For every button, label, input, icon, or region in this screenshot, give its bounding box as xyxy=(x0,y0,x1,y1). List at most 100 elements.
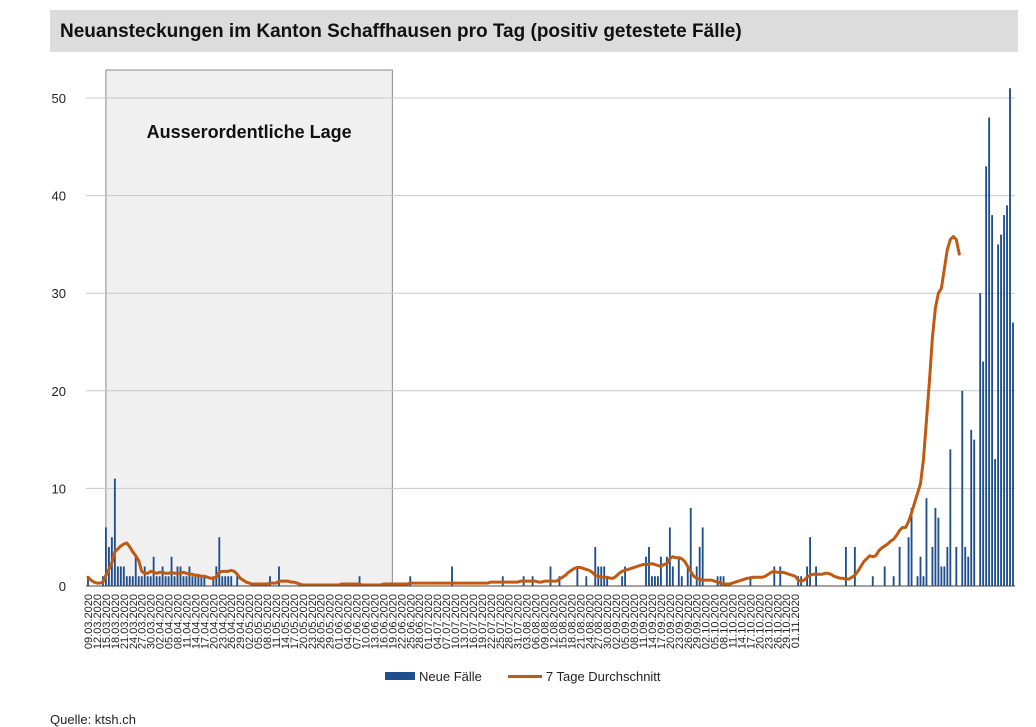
bar xyxy=(624,566,627,586)
x-tick-label: 08.10.2020 xyxy=(719,594,731,649)
bar xyxy=(116,566,119,586)
bar xyxy=(122,566,125,586)
y-tick-label: 30 xyxy=(52,286,66,301)
bar xyxy=(212,576,215,586)
bar xyxy=(1006,205,1008,587)
bar xyxy=(979,293,982,586)
legend-swatch-line xyxy=(507,674,542,678)
bar xyxy=(946,546,949,586)
bar xyxy=(143,566,146,586)
bar xyxy=(119,566,122,586)
x-tick-label: 07.06.2020 xyxy=(352,594,364,649)
x-tick-label: 01.06.2020 xyxy=(334,594,346,649)
bar xyxy=(194,576,197,586)
bar xyxy=(773,566,776,586)
x-tick-label: 07.07.2020 xyxy=(441,594,453,649)
y-tick-label: 50 xyxy=(52,91,66,106)
bar xyxy=(409,576,412,586)
bar xyxy=(645,556,647,586)
y-tick-label: 40 xyxy=(52,189,66,204)
x-tick-label: 04.07.2020 xyxy=(432,594,444,649)
bar xyxy=(230,576,233,586)
x-tick-label: 30.03.2020 xyxy=(146,594,158,649)
bar xyxy=(191,576,194,586)
bar xyxy=(269,576,271,586)
x-tick-label: 29.04.2020 xyxy=(235,594,247,649)
x-tick-label: 12.08.2020 xyxy=(548,594,560,649)
bar xyxy=(606,576,609,586)
x-tick-label: 23.04.2020 xyxy=(217,594,229,649)
bar xyxy=(167,576,170,586)
bar xyxy=(671,566,674,586)
x-tick-label: 09.08.2020 xyxy=(540,594,552,649)
x-tick-label: 15.03.2020 xyxy=(101,594,113,649)
bar xyxy=(648,546,650,586)
bar xyxy=(188,566,191,586)
x-tick-label: 02.10.2020 xyxy=(701,594,713,649)
bar xyxy=(677,556,680,586)
bar xyxy=(576,566,579,586)
bar xyxy=(549,566,552,586)
x-tick-label: 09.03.2020 xyxy=(83,594,95,649)
x-tick-label: 27.03.2020 xyxy=(137,594,149,649)
x-tick-label: 05.10.2020 xyxy=(710,594,722,649)
bar xyxy=(934,507,937,586)
bar xyxy=(176,566,179,586)
bar xyxy=(185,576,188,586)
x-tick-label: 20.10.2020 xyxy=(754,594,766,649)
bar xyxy=(997,244,1000,586)
bar xyxy=(892,576,895,586)
bar xyxy=(278,566,280,586)
bar xyxy=(358,576,361,586)
x-tick-label: 27.08.2020 xyxy=(593,594,605,649)
x-tick-label: 19.06.2020 xyxy=(387,594,399,649)
bar xyxy=(654,576,656,586)
bar xyxy=(161,566,164,586)
x-tick-label: 02.04.2020 xyxy=(155,594,167,649)
bar xyxy=(227,576,230,586)
x-tick-label: 08.05.2020 xyxy=(262,594,274,649)
bar xyxy=(779,566,782,586)
x-tick-label: 03.08.2020 xyxy=(522,594,534,649)
x-tick-label: 20.09.2020 xyxy=(665,594,677,649)
bar xyxy=(158,576,161,586)
bar xyxy=(656,576,659,586)
x-tick-label: 02.05.2020 xyxy=(244,594,256,649)
bar xyxy=(87,576,89,586)
x-tick-label: 17.09.2020 xyxy=(656,594,668,649)
bar xyxy=(1003,215,1005,586)
bar xyxy=(146,576,149,586)
legend-label-durchschnitt: 7 Tage Durchschnitt xyxy=(545,668,661,684)
x-tick-label: 15.08.2020 xyxy=(557,594,569,649)
bar xyxy=(949,449,952,586)
x-tick-label: 13.07.2020 xyxy=(459,594,471,649)
x-tick-label: 23.10.2020 xyxy=(763,594,775,649)
bar xyxy=(815,566,817,586)
bar xyxy=(137,576,140,586)
x-tick-label: 01.11.2020 xyxy=(790,594,802,648)
bar xyxy=(719,576,722,586)
bar xyxy=(985,166,988,586)
x-tick-label: 21.08.2020 xyxy=(575,594,587,649)
x-tick-label: 05.04.2020 xyxy=(164,594,176,649)
x-tick-label: 13.06.2020 xyxy=(369,594,381,649)
x-tick-label: 24.08.2020 xyxy=(584,594,596,649)
bar xyxy=(994,459,997,586)
x-tick-label: 11.05.2020 xyxy=(271,594,283,648)
x-tick-label: 22.07.2020 xyxy=(486,594,498,649)
x-tick-label: 23.05.2020 xyxy=(307,594,319,649)
bar xyxy=(197,576,200,586)
bar xyxy=(173,576,176,586)
bar xyxy=(931,546,934,586)
x-tick-label: 10.06.2020 xyxy=(361,594,373,649)
bar xyxy=(686,566,689,586)
bar xyxy=(594,546,597,586)
x-tick-label: 25.06.2020 xyxy=(405,594,417,649)
bar xyxy=(871,576,874,586)
bar xyxy=(125,576,128,586)
bar xyxy=(621,576,624,586)
bar xyxy=(964,546,967,586)
bar xyxy=(991,215,994,586)
legend-label-neue-faelle: Neue Fälle xyxy=(419,668,482,684)
chart-title-bar: Neuansteckungen im Kanton Schaffhausen p… xyxy=(50,10,1018,52)
